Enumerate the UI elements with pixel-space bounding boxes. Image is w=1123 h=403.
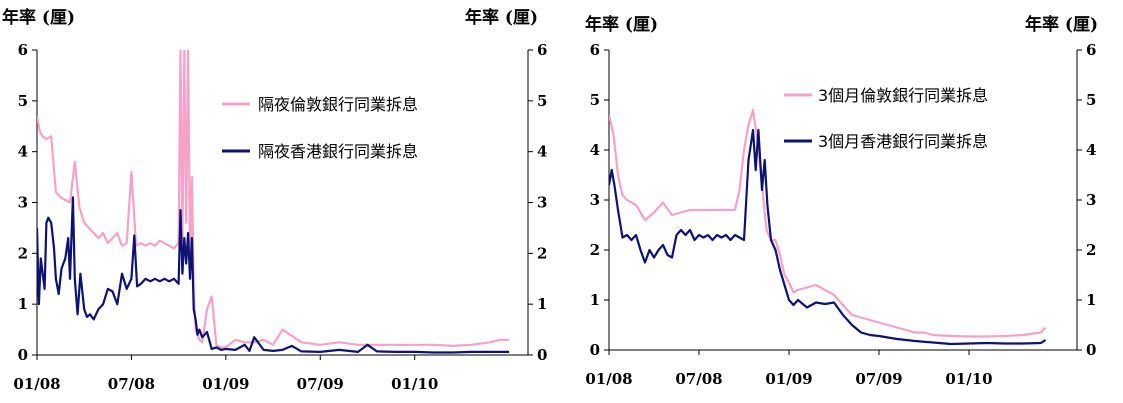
y-tick-label-right: 1 <box>1086 291 1096 309</box>
y-tick-label-right: 3 <box>1086 191 1096 209</box>
y-tick-label-left: 1 <box>18 295 28 313</box>
x-tick-label: 07/08 <box>675 370 722 388</box>
y-axis-label-left: 年率 (厘) <box>2 7 75 28</box>
y-tick-label-right: 2 <box>1086 241 1096 259</box>
y-tick-label-right: 5 <box>1086 91 1096 109</box>
y-tick-label-left: 0 <box>590 341 600 359</box>
y-tick-label-left: 1 <box>590 291 600 309</box>
x-tick-label: 01/09 <box>765 370 812 388</box>
legend-label-1: 3個月倫敦銀行同業拆息 <box>818 86 988 105</box>
x-tick-label: 07/09 <box>297 375 344 393</box>
y-tick-label-left: 3 <box>590 191 600 209</box>
x-tick-label: 01/10 <box>391 375 438 393</box>
x-tick-label: 07/08 <box>108 375 155 393</box>
x-tick-label: 01/08 <box>13 375 60 393</box>
series-line-2 <box>37 196 510 354</box>
y-tick-label-left: 2 <box>18 244 28 262</box>
x-tick-label: 01/10 <box>945 370 992 388</box>
y-tick-label-left: 5 <box>18 92 28 110</box>
x-tick-label: 01/09 <box>202 375 249 393</box>
series-line-1 <box>37 50 510 349</box>
legend-label-2: 隔夜香港銀行同業拆息 <box>258 142 418 161</box>
y-tick-label-right: 6 <box>537 41 547 59</box>
y-axis-label-right: 年率 (厘) <box>465 7 538 28</box>
y-tick-label-left: 4 <box>18 143 28 161</box>
y-tick-label-right: 1 <box>537 295 547 313</box>
x-tick-label: 07/09 <box>855 370 902 388</box>
chart-1: 年率 (厘) 年率 (厘) 0 0 1 1 2 2 3 3 4 4 5 5 6 6 01/08 07/08 01/0… <box>2 7 547 393</box>
y-tick-label-left: 6 <box>590 41 600 59</box>
y-tick-label-left: 2 <box>590 241 600 259</box>
series-line-1 <box>609 108 1047 338</box>
legend-label-1: 隔夜倫敦銀行同業拆息 <box>258 95 418 114</box>
x-tick-label: 01/08 <box>585 370 632 388</box>
y-tick-label-left: 0 <box>18 346 28 364</box>
y-axis-label-right: 年率 (厘) <box>1025 14 1098 35</box>
series-line-2 <box>609 128 1047 346</box>
legend-label-2: 3個月香港銀行同業拆息 <box>818 132 988 151</box>
y-tick-label-right: 0 <box>537 346 547 364</box>
y-tick-label-right: 2 <box>537 244 547 262</box>
y-tick-label-left: 6 <box>18 41 28 59</box>
y-tick-label-right: 6 <box>1086 41 1096 59</box>
y-axis-label-left: 年率 (厘) <box>585 14 658 35</box>
chart-2: 年率 (厘) 年率 (厘) 0 0 1 1 2 2 3 3 4 4 5 5 6 6 01/08 07/08 01/0… <box>585 14 1098 388</box>
y-tick-label-left: 4 <box>590 141 600 159</box>
y-tick-label-right: 5 <box>537 92 547 110</box>
y-tick-label-left: 3 <box>18 194 28 212</box>
y-tick-label-right: 4 <box>537 143 547 161</box>
y-tick-label-right: 0 <box>1086 341 1096 359</box>
y-tick-label-left: 5 <box>590 91 600 109</box>
y-tick-label-right: 4 <box>1086 141 1096 159</box>
y-tick-label-right: 3 <box>537 194 547 212</box>
